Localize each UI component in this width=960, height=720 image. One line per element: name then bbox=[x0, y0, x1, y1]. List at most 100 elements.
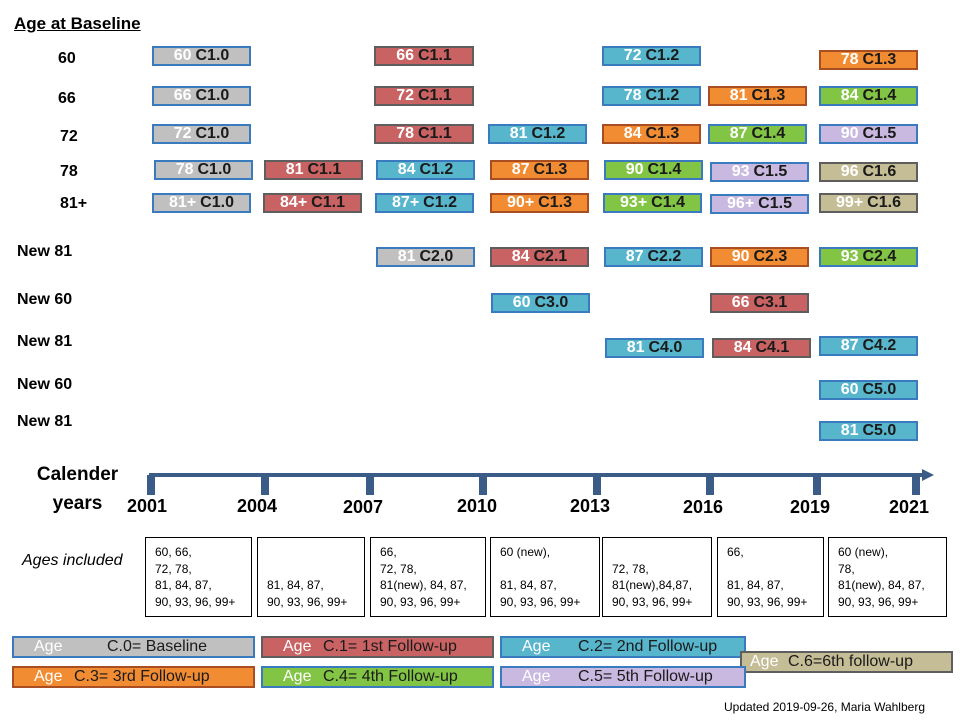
cohort-box: 81 C4.0 bbox=[605, 338, 704, 358]
timeline-tick bbox=[261, 475, 269, 495]
ages-included-box: 60 (new), 78, 81(new), 84, 87, 90, 93, 9… bbox=[828, 537, 947, 617]
ages-included-box: 60, 66, 72, 78, 81, 84, 87, 90, 93, 96, … bbox=[145, 537, 252, 617]
cohort-box: 78 C1.3 bbox=[819, 50, 918, 70]
cohort-box-age: 84 bbox=[733, 339, 752, 356]
cohort-box-age: 60 bbox=[512, 294, 531, 311]
updated-note: Updated 2019-09-26, Maria Wahlberg bbox=[723, 700, 925, 714]
cohort-box-code: C3.0 bbox=[534, 294, 569, 311]
cohort-box: 90+ C1.3 bbox=[490, 193, 589, 213]
legend-item-text: C.6=6th follow-up bbox=[788, 653, 913, 670]
cohort-box-age: 93 bbox=[731, 163, 750, 180]
legend-item: Age C.6=6th follow-up bbox=[740, 651, 953, 673]
cohort-box: 60 C1.0 bbox=[152, 46, 251, 66]
cohort-box-age: 87+ bbox=[392, 194, 420, 211]
cohort-box-code: C2.0 bbox=[419, 248, 454, 265]
cohort-box: 84 C1.4 bbox=[819, 86, 918, 106]
cohort-box-age: 90 bbox=[731, 248, 750, 265]
cohort-box-age: 84 bbox=[397, 161, 416, 178]
row-label: 72 bbox=[60, 128, 78, 145]
cohort-box-code: C1.5 bbox=[753, 163, 788, 180]
cohort-box-code: C1.2 bbox=[423, 194, 457, 211]
cohort-box-code: C1.0 bbox=[195, 87, 230, 104]
cohort-box: 78 C1.1 bbox=[374, 124, 474, 144]
cohort-box: 84 C1.2 bbox=[376, 160, 475, 180]
cohort-box-age: 90+ bbox=[507, 194, 535, 211]
cohort-box-age: 72 bbox=[623, 47, 642, 64]
cohort-box-code: C1.1 bbox=[311, 194, 345, 211]
cohort-box-code: C1.0 bbox=[200, 194, 234, 211]
cohort-box-age: 84 bbox=[623, 125, 642, 142]
legend-item: Age C.1= 1st Follow-up bbox=[261, 636, 494, 658]
cohort-box-age: 93+ bbox=[620, 194, 648, 211]
ages-included-box: 66, 81, 84, 87, 90, 93, 96, 99+ bbox=[717, 537, 824, 617]
row-label: New 81 bbox=[17, 413, 73, 430]
cohort-box-code: C2.2 bbox=[647, 248, 682, 265]
legend-item: Age C.0= Baseline bbox=[12, 636, 255, 658]
cohort-box: 99+ C1.6 bbox=[819, 193, 918, 213]
cohort-box: 81 C2.0 bbox=[376, 247, 475, 267]
cohort-box-code: C1.1 bbox=[418, 125, 452, 142]
cohort-box-code: C4.2 bbox=[862, 337, 897, 354]
cohort-box-age: 84 bbox=[840, 87, 859, 104]
cohort-box: 90 C2.3 bbox=[710, 247, 809, 267]
cohort-box: 93+ C1.4 bbox=[603, 193, 702, 213]
cohort-box: 66 C1.1 bbox=[374, 46, 474, 66]
cohort-box: 81 C1.2 bbox=[488, 124, 587, 144]
year-label: 2007 bbox=[343, 497, 384, 517]
cohort-box: 96 C1.6 bbox=[819, 162, 918, 182]
cohort-box: 87+ C1.2 bbox=[375, 193, 474, 213]
cohort-box-age: 84 bbox=[511, 248, 530, 265]
cohort-box-age: 87 bbox=[511, 161, 530, 178]
cohort-box-code: C1.1 bbox=[418, 47, 452, 64]
row-label: 78 bbox=[60, 163, 78, 180]
cohort-box-age: 81 bbox=[509, 125, 528, 142]
legend-item-text: C.3= 3rd Follow-up bbox=[74, 668, 210, 685]
cohort-box: 60 C3.0 bbox=[491, 293, 590, 313]
cohort-box-code: C1.4 bbox=[751, 125, 786, 142]
ages-included-label: Ages included bbox=[22, 552, 123, 569]
cohort-box-age: 87 bbox=[840, 337, 859, 354]
cohort-box-age: 78 bbox=[396, 125, 414, 142]
cohort-box-code: C2.4 bbox=[862, 248, 897, 265]
ages-included-box: 72, 78, 81(new),84,87, 90, 93, 96, 99+ bbox=[602, 537, 712, 617]
cohort-box-age: 81 bbox=[626, 339, 645, 356]
cohort-box: 87 C1.4 bbox=[708, 124, 807, 144]
legend-item-age: Age bbox=[283, 638, 312, 655]
cohort-box-code: C5.0 bbox=[862, 381, 897, 398]
cohort-box-code: C1.4 bbox=[862, 87, 897, 104]
cohort-box-code: C1.6 bbox=[862, 163, 897, 180]
cohort-box-code: C1.1 bbox=[307, 161, 342, 178]
legend-item: Age C.4= 4th Follow-up bbox=[261, 666, 494, 688]
row-label: 81+ bbox=[60, 195, 88, 212]
cohort-box-age: 72 bbox=[173, 125, 192, 142]
cohort-box: 87 C1.3 bbox=[490, 160, 589, 180]
diagram-title: Age at Baseline bbox=[14, 14, 141, 33]
cohort-box-code: C1.3 bbox=[645, 125, 680, 142]
cohort-box-age: 81 bbox=[397, 248, 416, 265]
year-label: 2004 bbox=[237, 496, 278, 516]
year-label: 2010 bbox=[457, 496, 498, 516]
cohort-box-age: 81 bbox=[285, 161, 304, 178]
cohort-box-age: 66 bbox=[731, 294, 750, 311]
cohort-box-code: C1.4 bbox=[651, 194, 685, 211]
timeline-tick bbox=[479, 475, 487, 495]
cohort-box-age: 87 bbox=[729, 125, 748, 142]
cohort-box-age: 93 bbox=[840, 248, 859, 265]
timeline-ticks bbox=[147, 475, 920, 495]
timeline-axis bbox=[147, 469, 934, 495]
legend-item-text: C.1= 1st Follow-up bbox=[323, 638, 457, 655]
legend-item: Age C.3= 3rd Follow-up bbox=[12, 666, 255, 688]
cohort-box-age: 66 bbox=[173, 87, 192, 104]
cohort-box: 60 C5.0 bbox=[819, 380, 918, 400]
row-label: 60 bbox=[58, 50, 76, 67]
legend-item-age: Age bbox=[34, 638, 63, 655]
legend-item-text: C.4= 4th Follow-up bbox=[323, 668, 458, 685]
cohort-box-code: C1.5 bbox=[758, 195, 792, 212]
cohort-box-age: 96 bbox=[840, 163, 859, 180]
cohort-box-age: 96+ bbox=[727, 195, 755, 212]
cohort-box-code: C3.1 bbox=[753, 294, 788, 311]
cohort-box-code: C1.5 bbox=[862, 125, 897, 142]
row-label: New 81 bbox=[17, 333, 73, 350]
cohort-box-code: C1.3 bbox=[538, 194, 572, 211]
cohort-box-code: C5.0 bbox=[862, 422, 897, 439]
